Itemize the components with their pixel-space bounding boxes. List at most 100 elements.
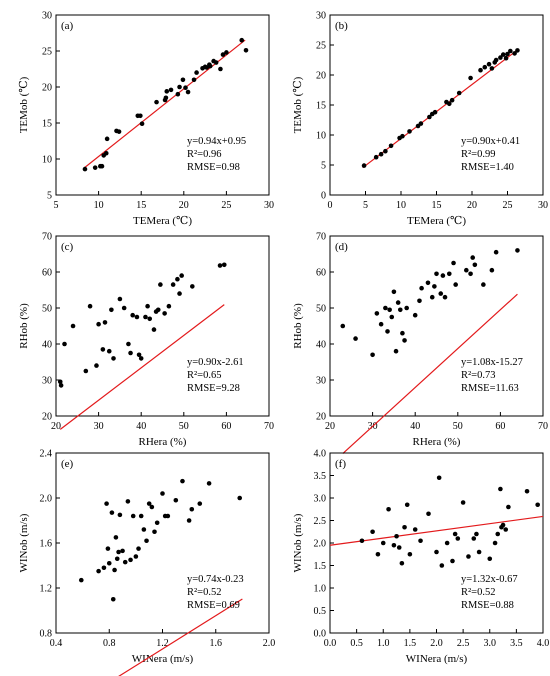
y-axis-label: WINob (m/s): [18, 513, 30, 572]
data-point: [101, 565, 107, 571]
y-tick-label: 5: [47, 191, 52, 202]
data-point: [122, 559, 128, 565]
panel-label: (f): [335, 458, 346, 470]
data-point: [399, 560, 405, 566]
data-point: [133, 554, 139, 559]
data-point: [512, 51, 517, 56]
x-tick-label: 2.0: [263, 638, 276, 649]
data-point: [418, 538, 423, 544]
data-point: [353, 336, 358, 341]
data-point: [486, 61, 492, 67]
x-tick-label: 0.5: [350, 638, 363, 649]
x-tick-label: 30: [94, 421, 104, 432]
y-tick-label: 60: [316, 268, 326, 279]
data-point: [478, 67, 483, 73]
data-point: [444, 540, 450, 546]
data-point: [380, 540, 386, 546]
y-tick-label: 40: [316, 340, 326, 351]
y-tick-label: 4.0: [314, 449, 327, 460]
data-point: [166, 303, 172, 309]
data-point: [450, 558, 455, 564]
y-tick-label: 10: [42, 155, 52, 166]
data-point: [505, 51, 510, 57]
x-tick-label: 50: [453, 421, 463, 432]
data-point: [407, 551, 413, 557]
x-tick-label: 20: [179, 200, 189, 211]
data-point: [438, 291, 444, 296]
annotation-line: R²=0.52: [461, 587, 495, 598]
y-tick-label: 1.5: [314, 561, 327, 572]
data-point: [436, 475, 442, 481]
x-tick-label: 5: [54, 200, 59, 211]
y-tick-label: 2.5: [314, 516, 327, 527]
annotation-line: R²=0.65: [187, 370, 221, 381]
annotation-line: R²=0.99: [461, 149, 495, 160]
y-tick-label: 70: [316, 232, 326, 243]
data-point: [468, 75, 473, 81]
y-tick-label: 30: [42, 376, 52, 387]
data-point: [417, 298, 422, 304]
x-tick-label: 2.5: [457, 638, 470, 649]
x-tick-label: 40: [136, 421, 146, 432]
data-point: [515, 248, 520, 253]
x-tick-label: 40: [410, 421, 420, 432]
x-tick-label: 2.0: [430, 638, 443, 649]
data-point: [474, 531, 479, 537]
data-point: [482, 64, 488, 70]
data-point: [378, 321, 384, 327]
data-point: [57, 379, 63, 385]
x-tick-label: 10: [396, 200, 406, 211]
annotation-line: y=0.90x+0.41: [461, 136, 520, 147]
data-point: [130, 312, 135, 318]
data-point: [383, 148, 388, 154]
y-tick-label: 1.0: [314, 584, 327, 595]
fit-line: [83, 39, 246, 169]
data-point: [149, 504, 155, 510]
data-point: [139, 121, 145, 127]
x-tick-label: 60: [221, 421, 231, 432]
data-point: [134, 314, 140, 320]
x-tick-label: 1.5: [404, 638, 417, 649]
data-point: [128, 557, 133, 563]
data-point: [492, 540, 498, 546]
x-tick-label: 30: [264, 200, 274, 211]
data-point: [130, 513, 136, 519]
annotation-line: RMSE=0.69: [187, 600, 240, 611]
data-point: [400, 133, 405, 139]
y-tick-label: 1.6: [40, 539, 53, 550]
data-point: [498, 55, 503, 60]
data-point: [138, 513, 144, 519]
data-point: [116, 129, 122, 134]
data-point: [442, 294, 448, 300]
data-point: [455, 536, 461, 541]
data-point: [154, 99, 159, 105]
data-point: [426, 511, 431, 517]
data-point: [160, 491, 165, 496]
data-point: [177, 291, 182, 296]
y-axis-label: RHob (%): [292, 303, 304, 349]
data-point: [104, 501, 109, 506]
annotation-line: R²=0.52: [187, 587, 221, 598]
data-point: [197, 501, 203, 506]
data-point: [476, 549, 482, 555]
data-point: [126, 341, 131, 347]
data-point: [456, 90, 462, 96]
annotation-line: R²=0.73: [461, 370, 495, 381]
data-point: [78, 577, 84, 583]
x-tick-label: 10: [94, 200, 104, 211]
data-point: [434, 549, 439, 555]
data-point: [452, 531, 458, 537]
y-tick-label: 0.5: [314, 606, 327, 617]
data-point: [185, 89, 191, 95]
data-point: [102, 320, 108, 325]
data-point: [194, 70, 199, 75]
data-point: [386, 506, 391, 512]
data-point: [217, 263, 223, 268]
data-point: [446, 101, 452, 107]
data-point: [515, 48, 520, 53]
data-point: [186, 518, 192, 523]
x-tick-label: 15: [432, 200, 442, 211]
data-point: [468, 271, 473, 277]
x-tick-label: 0.4: [50, 638, 63, 649]
data-point: [429, 294, 435, 300]
